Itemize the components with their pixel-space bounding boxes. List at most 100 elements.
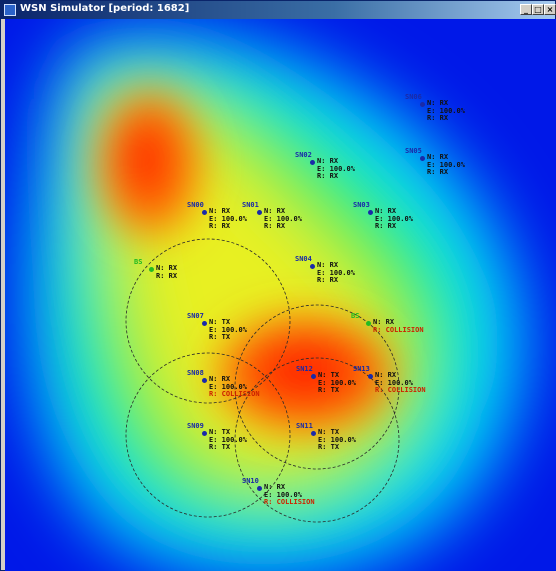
node-label: SN07 <box>187 312 204 320</box>
node-status-line: R: TX <box>209 443 231 451</box>
node-label: SN02 <box>295 151 312 159</box>
node-status-line: R: RX <box>317 172 339 180</box>
node-status: N: TX E: 100.0% R: TX <box>318 371 356 395</box>
node-label: SN08 <box>187 369 204 377</box>
node-status: N: RX E: 100.0% R: RX <box>317 157 355 181</box>
node-status-line: R: RX <box>264 222 286 230</box>
node-status-line: N: RX <box>209 207 231 215</box>
node-status-line: R: COLLISION <box>373 325 424 334</box>
node-status-line: N: RX <box>427 153 449 161</box>
base-station-node[interactable] <box>366 321 371 326</box>
sensor-node[interactable] <box>420 102 425 107</box>
node-status-line: E: 100.0% <box>375 378 413 387</box>
node-label: BS <box>351 312 360 320</box>
sensor-node[interactable] <box>311 374 316 379</box>
sensor-node[interactable] <box>310 264 315 269</box>
node-status-line: E: 100.0% <box>318 435 356 444</box>
node-status-line: R: COLLISION <box>209 390 260 398</box>
range-circle <box>234 304 400 470</box>
node-label: SN00 <box>187 201 204 209</box>
range-circle <box>125 238 291 404</box>
node-status: N: RX E: 100.0% R: RX <box>427 153 465 177</box>
node-status-line: R: RX <box>427 114 449 122</box>
window-title: WSN Simulator [period: 1682] <box>20 3 190 14</box>
node-status-line: E: 100.0% <box>209 435 247 444</box>
node-label: SN06 <box>405 93 422 101</box>
node-status-line: R: RX <box>156 271 178 280</box>
sensor-node[interactable] <box>368 374 373 379</box>
sensor-node[interactable] <box>202 321 207 326</box>
node-status: N: TX E: 100.0% R: TX <box>209 318 247 342</box>
node-status-line: N: TX <box>318 428 340 436</box>
sensor-node[interactable] <box>368 210 373 215</box>
node-status-line: E: 100.0% <box>375 214 413 223</box>
node-status: N: RX E: 100.0% R: RX <box>427 99 465 123</box>
sensor-node[interactable] <box>311 431 316 436</box>
node-status-line: R: RX <box>375 222 397 230</box>
sensor-node[interactable] <box>202 210 207 215</box>
range-circle <box>234 357 400 523</box>
node-status-line: E: 100.0% <box>264 214 302 223</box>
node-status-line: E: 100.0% <box>317 268 355 277</box>
sensor-node[interactable] <box>202 431 207 436</box>
node-status-line: N: RX <box>209 375 231 383</box>
node-status: N: RX E: 100.0% R: COLLISION <box>264 483 315 507</box>
range-circle <box>125 352 291 518</box>
sensor-node[interactable] <box>420 156 425 161</box>
node-status-line: N: RX <box>317 157 339 165</box>
node-status: N: RX E: 100.0% R: COLLISION <box>209 375 260 399</box>
node-status-line: R: TX <box>318 386 340 394</box>
node-status-line: E: 100.0% <box>209 325 247 334</box>
node-status-line: N: RX <box>317 261 339 269</box>
node-label: SN13 <box>353 365 370 373</box>
node-status: N: RX E: 100.0% R: RX <box>317 261 355 285</box>
node-label: SN12 <box>296 365 313 373</box>
node-status: N: TX E: 100.0% R: TX <box>209 428 247 452</box>
node-status-line: E: 100.0% <box>209 214 247 223</box>
maximize-button[interactable]: □ <box>532 4 544 15</box>
node-status-line: N: RX <box>375 371 397 379</box>
node-label: BS <box>134 258 143 266</box>
app-icon <box>4 4 16 16</box>
close-button[interactable]: × <box>544 4 556 15</box>
base-station-node[interactable] <box>149 267 154 272</box>
node-label: SN03 <box>353 201 370 209</box>
node-status: N: RX E: 100.0% R: RX <box>209 207 247 231</box>
node-status: N: RX E: 100.0% R: RX <box>375 207 413 231</box>
node-label: SN04 <box>295 255 312 263</box>
node-label: SN05 <box>405 147 422 155</box>
node-status-line: N: RX <box>427 99 449 107</box>
minimize-button[interactable]: _ <box>520 4 532 15</box>
sensor-node[interactable] <box>257 486 262 491</box>
node-status-line: E: 100.0% <box>317 164 355 173</box>
node-status-line: N: RX <box>264 207 286 215</box>
simulation-canvas[interactable]: SN06 N: RX E: 100.0% R: RX SN05 N: RX E: 100.0… <box>5 19 556 571</box>
node-status-line: N: RX <box>156 264 178 272</box>
node-status: N: RX E: 100.0% R: COLLISION <box>375 371 426 395</box>
sensor-node[interactable] <box>202 378 207 383</box>
node-status-line: R: TX <box>318 443 340 451</box>
node-status-line: R: RX <box>209 222 231 230</box>
node-label: SN11 <box>296 422 313 430</box>
node-status: N: RX R: RX <box>156 264 178 280</box>
node-status-line: N: RX <box>375 207 397 215</box>
node-status-line: R: RX <box>427 168 449 176</box>
node-status-line: N: TX <box>209 428 231 436</box>
node-status-line: E: 100.0% <box>318 378 356 387</box>
node-status-line: E: 100.0% <box>427 160 465 169</box>
node-status-line: N: TX <box>318 371 340 379</box>
node-status-line: E: 100.0% <box>427 106 465 115</box>
title-bar[interactable]: WSN Simulator [period: 1682] _ □ × <box>1 1 556 19</box>
node-status-line: R: COLLISION <box>375 386 426 394</box>
node-status-line: R: RX <box>317 276 339 284</box>
sensor-node[interactable] <box>257 210 262 215</box>
node-label: SN10 <box>242 477 259 485</box>
node-status: N: TX E: 100.0% R: TX <box>318 428 356 452</box>
node-status-line: E: 100.0% <box>264 490 302 499</box>
node-status-line: R: TX <box>209 333 231 341</box>
sensor-node[interactable] <box>310 160 315 165</box>
node-status-line: N: RX <box>373 318 395 326</box>
node-status-line: R: COLLISION <box>264 498 315 506</box>
node-status: N: RX E: 100.0% R: RX <box>264 207 302 231</box>
